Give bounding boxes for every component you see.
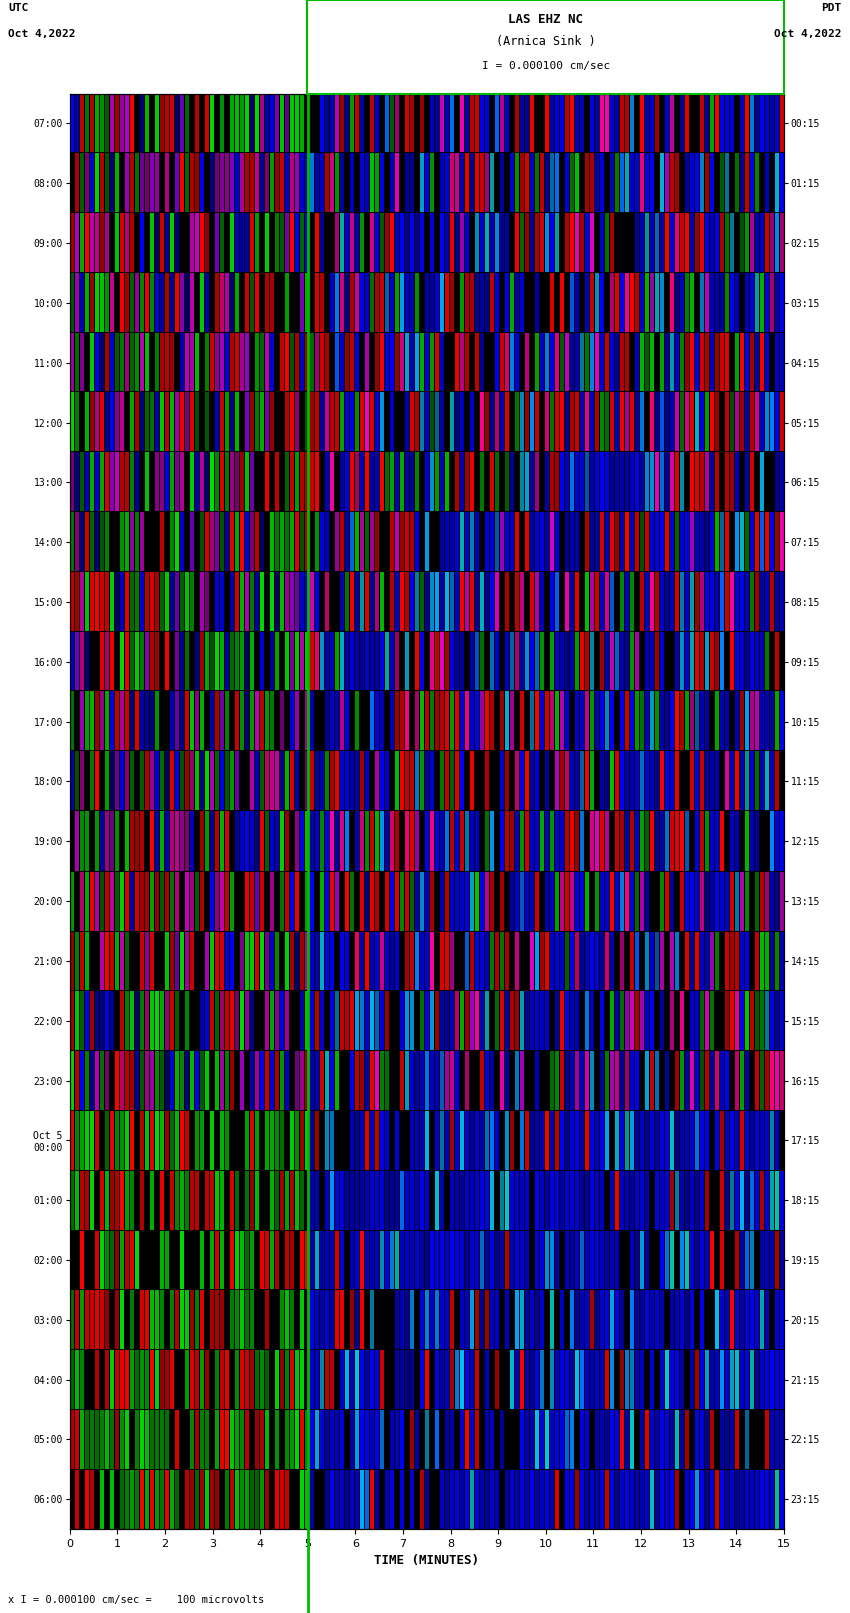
Text: LAS EHZ NC: LAS EHZ NC (508, 13, 583, 26)
Text: UTC: UTC (8, 3, 29, 13)
Text: x I = 0.000100 cm/sec =    100 microvolts: x I = 0.000100 cm/sec = 100 microvolts (8, 1595, 264, 1605)
Text: Oct 4,2022: Oct 4,2022 (774, 29, 842, 39)
X-axis label: TIME (MINUTES): TIME (MINUTES) (374, 1555, 479, 1568)
Text: Oct 4,2022: Oct 4,2022 (8, 29, 76, 39)
Text: PDT: PDT (821, 3, 842, 13)
Text: I = 0.000100 cm/sec: I = 0.000100 cm/sec (482, 61, 609, 71)
Text: (Arnica Sink ): (Arnica Sink ) (496, 35, 596, 48)
